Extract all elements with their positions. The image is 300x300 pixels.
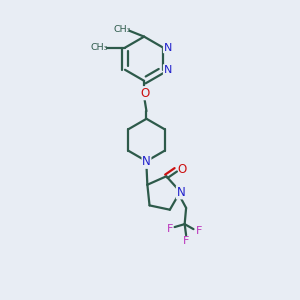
- Text: F: F: [183, 236, 189, 246]
- Text: N: N: [176, 186, 185, 199]
- Text: CH₃: CH₃: [90, 43, 108, 52]
- Text: O: O: [140, 87, 149, 100]
- Text: N: N: [142, 155, 151, 168]
- Text: F: F: [167, 224, 173, 233]
- Text: CH₃: CH₃: [113, 25, 131, 34]
- Text: O: O: [177, 163, 186, 176]
- Text: F: F: [196, 226, 202, 236]
- Text: N: N: [164, 43, 172, 53]
- Text: N: N: [164, 65, 172, 75]
